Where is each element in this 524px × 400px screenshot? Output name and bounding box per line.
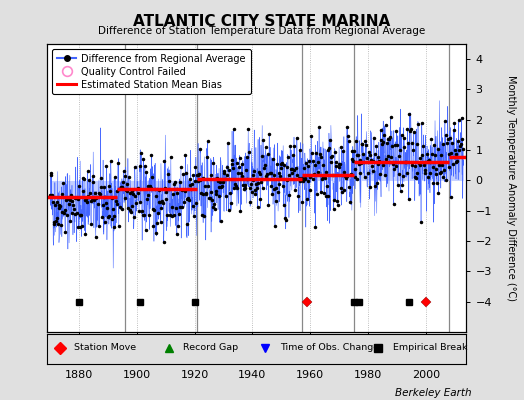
Text: 2000: 2000	[412, 370, 440, 380]
Text: Berkeley Earth: Berkeley Earth	[395, 388, 472, 398]
Text: 1960: 1960	[296, 370, 324, 380]
Text: 1900: 1900	[123, 370, 151, 380]
Legend: Difference from Regional Average, Quality Control Failed, Estimated Station Mean: Difference from Regional Average, Qualit…	[52, 49, 250, 94]
Text: 1880: 1880	[65, 370, 93, 380]
Text: Difference of Station Temperature Data from Regional Average: Difference of Station Temperature Data f…	[99, 26, 425, 36]
Text: Time of Obs. Change: Time of Obs. Change	[280, 343, 379, 352]
Text: 1940: 1940	[238, 370, 267, 380]
Text: Station Move: Station Move	[74, 343, 137, 352]
Text: Empirical Break: Empirical Break	[393, 343, 467, 352]
Text: Record Gap: Record Gap	[183, 343, 238, 352]
Text: ATLANTIC CITY STATE MARINA: ATLANTIC CITY STATE MARINA	[134, 14, 390, 29]
Text: 1920: 1920	[180, 370, 209, 380]
Text: 1980: 1980	[354, 370, 382, 380]
Y-axis label: Monthly Temperature Anomaly Difference (°C): Monthly Temperature Anomaly Difference (…	[506, 75, 516, 301]
